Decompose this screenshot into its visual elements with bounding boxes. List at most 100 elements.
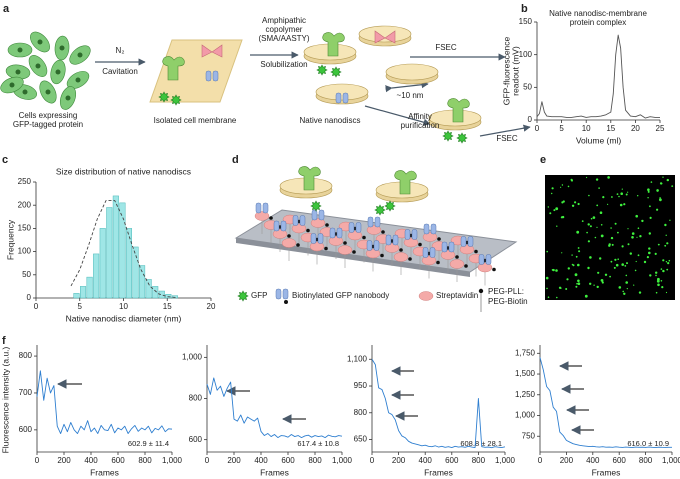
fluorescent-spot [668,259,671,262]
fluorescent-spot [556,296,558,299]
caption: GFP-tagged protein [13,120,83,129]
line [206,377,343,439]
fluorescent-spot [662,259,665,262]
chart-title: Size distribution of native nanodiscs [56,166,191,176]
fluorescent-spot [586,231,588,234]
fluorescent-spot [584,294,588,298]
y-tick-label: 1,750 [515,348,536,357]
streptavidin [291,223,307,234]
surface-edge [236,238,470,277]
biotin [287,234,291,238]
fluorescent-spot [561,184,564,186]
biotin [324,246,328,251]
x-tick-label: 400 [586,456,600,465]
gfp [384,200,396,212]
fluorescent-spot [577,247,580,249]
annotation: protein complex [570,18,626,27]
x-axis-label: Frames [424,467,453,477]
protein [298,166,321,191]
streptavidin [347,230,363,241]
y-tick-label: 800 [189,394,203,403]
nucleus [59,45,65,51]
fluorescent-spot [626,288,628,290]
nucleus [65,95,71,101]
fluorescent-spot [594,236,597,239]
fluorescent-spot [581,220,584,223]
y-axis-label: Fluorescence intensity (a.u.) [0,346,10,453]
protein [212,70,219,82]
legend-label: Streptavidin [436,291,478,300]
fluorescent-spot [638,291,642,294]
bar [165,294,172,299]
fluorescent-spot [596,226,598,228]
fluorescent-spot [623,203,626,206]
biotin [381,230,385,234]
gfp [330,66,342,78]
fluorescent-spot [662,269,665,273]
legend-label: PEG-PLL: [488,287,524,296]
fluorescent-spot [576,230,580,234]
protein [485,254,492,265]
fluorescent-spot [604,273,608,276]
x-tick-label: 600 [445,456,459,465]
biotin [284,300,288,304]
fluorescent-spot [641,219,644,223]
fluorescent-spot [574,201,577,204]
fluorescent-spot [614,258,617,261]
legend-label: GFP [251,291,267,300]
x-tick-label: 5 [559,124,564,133]
line [536,34,660,119]
biotin [362,235,366,240]
fluorescent-spot [565,288,568,290]
streptavidin [403,237,419,248]
biotin [455,255,459,259]
arrow [479,124,531,137]
fluorescent-spot [637,254,640,257]
fluorescent-spot [649,205,651,208]
fluorescent-spot [617,258,619,261]
caption: N₂ [116,46,125,55]
fluorescent-spot [571,263,574,266]
bar [112,195,119,299]
fluorescent-spot [561,252,563,254]
fluorescent-spot [635,214,638,218]
fluorescent-spot [600,234,604,238]
fluorescent-spot [607,203,609,205]
fluorescent-spot [666,242,669,245]
bar [119,202,126,299]
fluorescent-spot [621,263,624,266]
x-tick-label: 1,000 [662,456,680,465]
streptavidin [421,255,437,266]
bar [86,276,93,299]
fluorescent-spot [546,250,548,253]
streptavidin [366,225,382,235]
biotin [418,242,422,247]
x-tick-label: 10 [119,302,128,311]
x-tick-label: 800 [308,456,322,465]
fluorescent-spot [660,268,663,270]
fluorescent-spot [613,266,616,269]
gfp [310,200,322,212]
protein [447,98,470,123]
legend-label: PEG-Biotin [488,297,528,306]
fluorescent-spot [643,260,647,264]
streptavidin [449,259,465,269]
fluorescent-spot [616,193,619,196]
bar [80,286,87,299]
fluorescent-spot [551,187,554,190]
fluorescent-spot [648,251,651,255]
y-tick-label: 800 [354,408,368,417]
nanodisc [315,83,369,101]
fluorescent-spot [611,196,613,198]
fluorescent-spot [665,261,668,263]
fluorescent-spot [609,275,611,278]
fluorescent-spot [667,262,670,265]
protein [423,223,430,235]
nucleus [37,39,43,45]
fluorescent-spot [627,228,629,230]
x-tick-label: 20 [207,302,216,311]
gfp [456,132,468,144]
panel-label: b [521,3,528,15]
fluorescent-spot [596,285,599,289]
streptavidin [309,241,325,252]
